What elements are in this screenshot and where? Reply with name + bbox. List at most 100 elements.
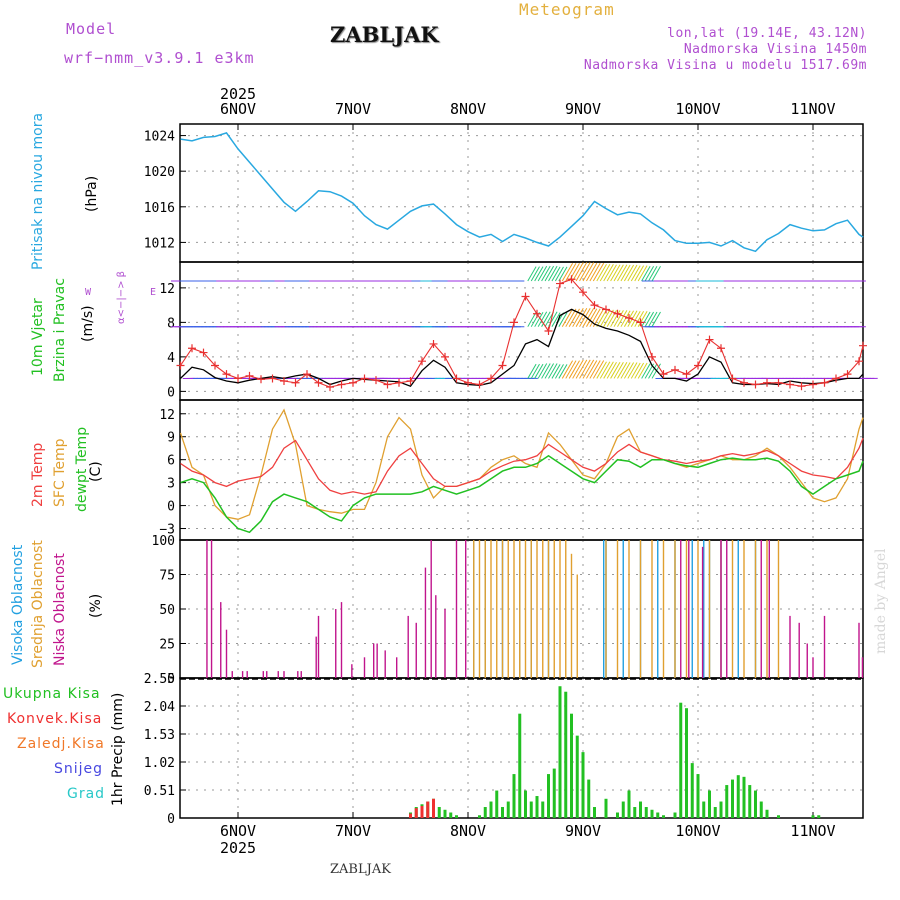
wind-arrow: [620, 362, 631, 379]
wind-arrow: [586, 262, 598, 282]
wind-arrow: [596, 361, 607, 379]
elevation-label: Nadmorska Visina 1450m: [683, 42, 867, 57]
wind-arrow: [575, 262, 588, 282]
wind-arrow: [620, 264, 631, 282]
y-tick-label: 1012: [144, 236, 175, 251]
bottom-day-label: 9NOV: [565, 822, 601, 840]
wind-arrow: [554, 266, 564, 282]
wind-arrow: [554, 364, 564, 379]
y-tick-label: −3: [159, 523, 175, 538]
top-day-label: 9NOV: [565, 100, 601, 118]
wind-gust-marker: [176, 361, 185, 370]
wind-arrow: [568, 360, 580, 379]
y-tick-label: 25: [159, 638, 175, 653]
wind-gust-marker: [774, 378, 783, 387]
wind-gust-marker: [349, 378, 357, 387]
wind-speed-line: [180, 308, 864, 387]
wind-arrow: [617, 310, 628, 327]
wind-arrow: [592, 262, 605, 282]
wind-arrow: [627, 362, 638, 379]
precip-bar: [495, 790, 499, 818]
wind-arrow: [613, 264, 624, 282]
precip-bar: [650, 809, 654, 818]
wind-arrow: [641, 266, 651, 282]
precip-bar: [455, 815, 458, 818]
wind-arrow: [592, 360, 605, 379]
wind-gust-marker: [567, 275, 576, 284]
precip-bar: [662, 815, 665, 818]
panel-5: [179, 677, 864, 819]
wind-arrow: [613, 361, 624, 379]
precip-bar: [443, 809, 447, 818]
precip-bar: [685, 708, 688, 818]
precip-bar: [478, 815, 481, 818]
wind-gust-marker: [521, 292, 530, 301]
wind-gust-marker: [859, 341, 867, 350]
panel-2: [179, 261, 864, 401]
wind-arrow: [623, 362, 635, 379]
wind-gust-marker: [510, 318, 518, 327]
wind-arrow: [544, 363, 555, 379]
wind-arrow: [617, 361, 628, 379]
compass-east: E: [150, 287, 157, 298]
model-label: Model: [66, 20, 117, 38]
precip-bar: [570, 713, 573, 818]
model-elevation-label: Nadmorska Visina u modelu 1517.69m: [583, 58, 867, 73]
bottom-day-label: 11NOV: [790, 822, 835, 840]
precip-bar: [414, 808, 418, 818]
y-tick-label: 1016: [144, 201, 175, 216]
precip-bar: [742, 776, 746, 818]
wind-arrow: [599, 361, 611, 379]
wind-arrow: [630, 265, 641, 282]
wind-gust-marker: [234, 374, 242, 383]
precip-bar: [501, 807, 504, 818]
wind-arrow: [644, 311, 655, 327]
y-tick-label: 6: [167, 454, 175, 469]
wind-gust-marker: [855, 357, 863, 366]
precip-bar: [437, 807, 441, 818]
wind-arrow: [579, 307, 591, 327]
top-day-label: 8NOV: [450, 100, 486, 118]
wind-gust-marker: [636, 318, 645, 327]
temp-2m-line: [180, 438, 864, 495]
wind-arrows: [170, 262, 878, 379]
precip-bar: [564, 691, 568, 818]
precip-bar: [673, 812, 677, 818]
wind-gust-marker: [188, 344, 196, 353]
wind-arrow: [534, 312, 544, 327]
wind-arrow: [630, 311, 641, 327]
legend-freezing: Zaledj.Kisa: [17, 736, 105, 752]
wind-arrow: [527, 363, 537, 379]
wind-arrow: [630, 362, 641, 379]
wind-gust-marker: [498, 361, 507, 370]
precip-bar: [644, 807, 648, 818]
precip-bar: [731, 779, 734, 818]
wind-arrow: [551, 364, 561, 379]
wind-arrow: [534, 363, 544, 379]
y-tick-label: 2.55: [144, 672, 175, 687]
footer-station: ZABLJAK: [330, 862, 391, 877]
wind-gust-marker: [326, 383, 334, 392]
precip-bar: [765, 809, 769, 818]
y-tick-label: 75: [159, 569, 175, 584]
wind-arrow: [558, 312, 568, 327]
wind-gust-marker: [648, 352, 656, 361]
wind-arrow: [644, 266, 655, 282]
wind-arrow: [589, 308, 601, 327]
wind-arrow: [534, 266, 544, 282]
lonlat-label: lon,lat (19.14E, 43.12N): [667, 26, 867, 41]
wind-gust-marker: [280, 377, 288, 386]
wind-arrow: [537, 265, 548, 282]
precip-bar: [449, 812, 453, 818]
wind-arrow: [548, 265, 558, 282]
wind-gust-line: [180, 278, 864, 388]
precip-bar: [759, 801, 763, 818]
wind-gust-marker: [452, 374, 461, 383]
wind-gust-marker: [740, 378, 748, 387]
top-day-label: 11NOV: [790, 100, 835, 118]
wind-arrow: [634, 362, 645, 379]
wind-arrow: [589, 262, 601, 282]
precip-bar: [690, 763, 694, 818]
precip-bar: [713, 807, 717, 818]
precip-bar: [748, 785, 752, 818]
